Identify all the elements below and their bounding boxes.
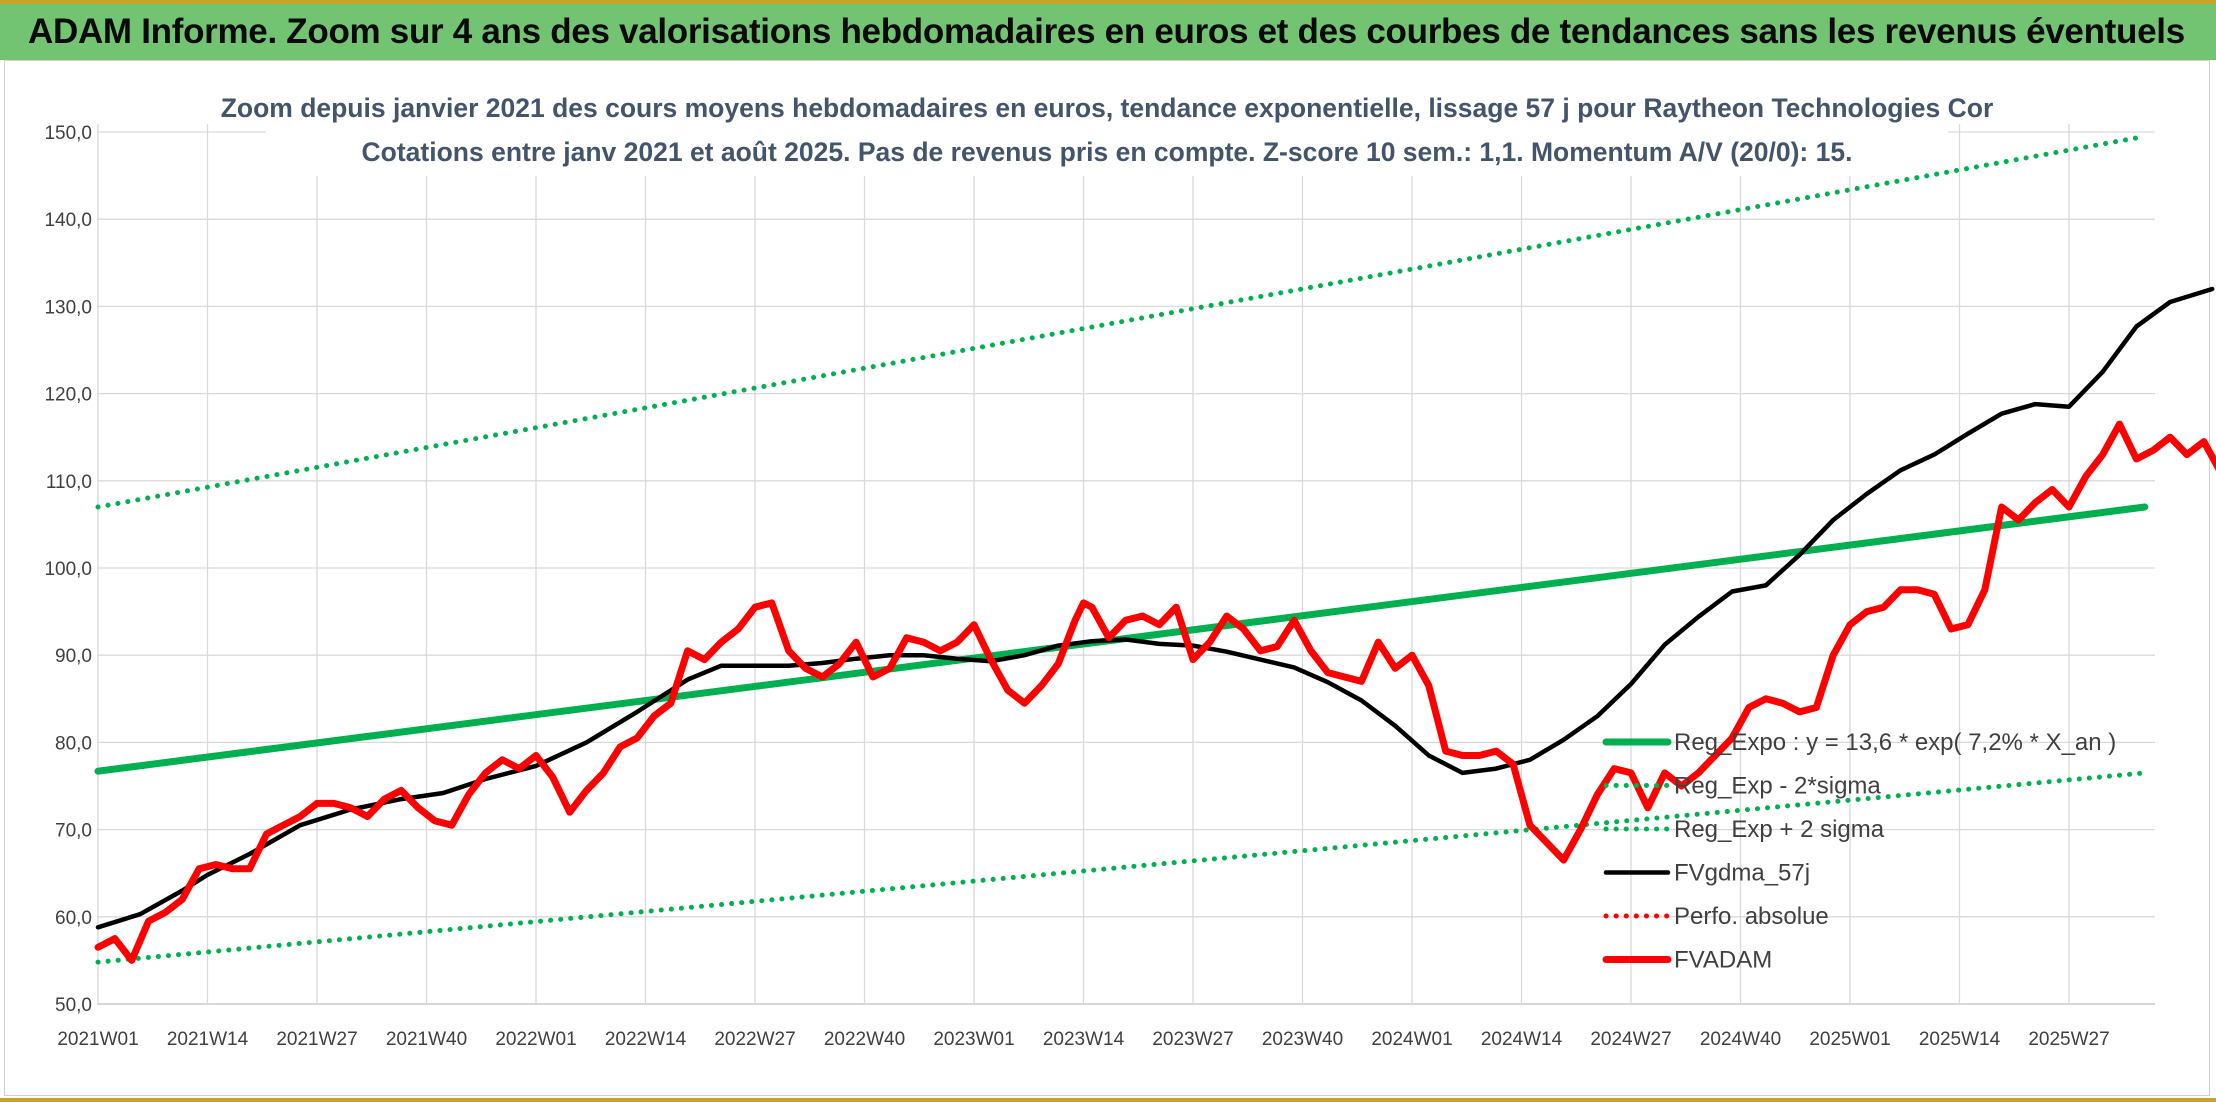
legend-label: Reg_Expo : y = 13,6 * exp( 7,2% * X_an ) xyxy=(1674,729,2116,756)
y-tick-label: 80,0 xyxy=(55,733,92,754)
title-backdrop xyxy=(266,84,1948,176)
x-tick-label: 2022W27 xyxy=(714,1029,795,1050)
y-tick-label: 90,0 xyxy=(55,646,92,667)
report-title: ADAM Informe. Zoom sur 4 ans des valoris… xyxy=(28,12,2185,51)
x-tick-label: 2025W27 xyxy=(2028,1029,2109,1050)
x-tick-label: 2022W40 xyxy=(824,1029,905,1050)
chart-frame xyxy=(4,60,2210,1096)
legend-label: Perfo. absolue xyxy=(1674,903,1829,930)
x-tick-label: 2024W14 xyxy=(1481,1029,1563,1050)
chart-title-line-1: Zoom depuis janvier 2021 des cours moyen… xyxy=(221,93,1994,123)
upper-band-line xyxy=(95,133,2148,510)
y-tick-label: 140,0 xyxy=(44,210,92,231)
y-tick-label: 110,0 xyxy=(46,472,92,493)
x-tick-label: 2022W14 xyxy=(605,1029,687,1050)
x-tick-label: 2024W27 xyxy=(1590,1029,1671,1050)
x-tick-label: 2023W27 xyxy=(1152,1029,1233,1050)
x-tick-label: 2025W14 xyxy=(1919,1029,2001,1050)
report-banner: ADAM Informe. Zoom sur 4 ans des valoris… xyxy=(0,0,2216,60)
x-tick-label: 2023W40 xyxy=(1262,1029,1343,1050)
legend: Reg_Expo : y = 13,6 * exp( 7,2% * X_an )… xyxy=(1602,729,2116,974)
x-tick-label: 2023W14 xyxy=(1043,1029,1125,1050)
x-tick-label: 2025W01 xyxy=(1809,1029,1890,1050)
y-tick-label: 130,0 xyxy=(44,297,92,318)
y-tick-label: 70,0 xyxy=(55,821,92,842)
axis-ticks: 50,0 60,0 70,0 80,0 90,0 100,0 110,0 120,0 130,0… xyxy=(44,123,2109,1050)
y-tick-label: 100,0 xyxy=(44,559,92,580)
grid-lines xyxy=(97,124,2155,1005)
chart-title-line-2: Cotations entre janv 2021 et août 2025. … xyxy=(362,137,1853,167)
x-tick-label: 2021W27 xyxy=(276,1029,357,1050)
y-tick-label: 50,0 xyxy=(55,995,92,1016)
x-tick-label: 2021W40 xyxy=(386,1029,467,1050)
x-tick-label: 2024W40 xyxy=(1700,1029,1781,1050)
legend-label: FVADAM xyxy=(1674,947,1772,974)
series-lines xyxy=(94,133,2216,965)
legend-label: Reg_Exp + 2 sigma xyxy=(1674,816,1885,843)
y-tick-label: 150,0 xyxy=(44,123,92,144)
legend-label: FVgdma_57j xyxy=(1674,860,1810,887)
lower-band-line xyxy=(95,770,2148,965)
y-tick-label: 120,0 xyxy=(44,385,92,406)
x-tick-label: 2022W01 xyxy=(495,1029,576,1050)
x-tick-label: 2021W01 xyxy=(57,1029,138,1050)
x-tick-label: 2023W01 xyxy=(933,1029,1014,1050)
smoothed-line xyxy=(95,286,2215,930)
legend-label: Reg_Exp - 2*sigma xyxy=(1674,773,1881,800)
y-tick-label: 60,0 xyxy=(55,908,92,929)
x-tick-label: 2024W01 xyxy=(1371,1029,1452,1050)
price-line xyxy=(94,420,2216,964)
x-tick-label: 2021W14 xyxy=(167,1029,249,1050)
bottom-rule xyxy=(0,1098,2216,1102)
